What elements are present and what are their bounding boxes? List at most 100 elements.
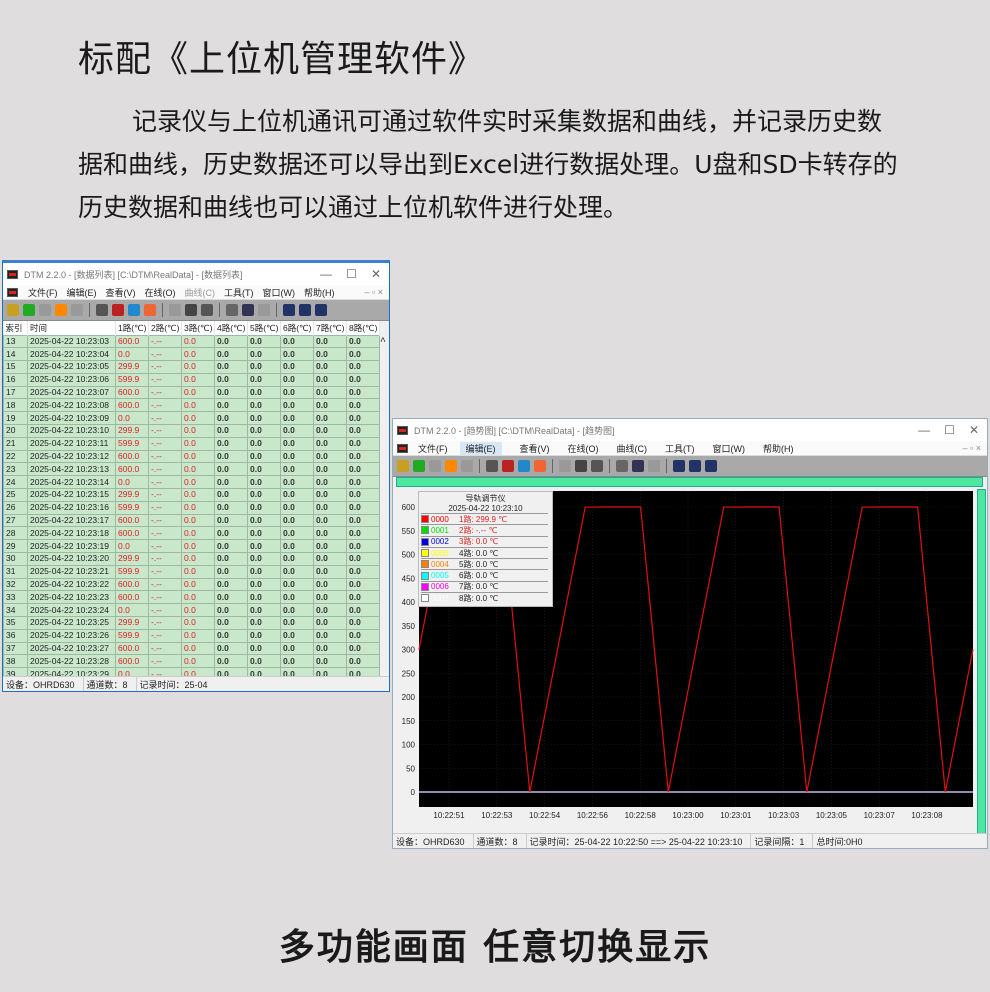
info-icon[interactable] <box>128 304 140 316</box>
search-icon[interactable] <box>242 304 254 316</box>
table-row[interactable]: 29 2025-04-22 10:23:19 0.0 -.-- 0.0 0.0 0.0 0.0… <box>3 539 380 554</box>
table-row[interactable]: 15 2025-04-22 10:23:05 299.9 -.-- 0.0 0.0 0.0 0… <box>3 360 380 374</box>
legend-item[interactable]: 0007 8路: 0.0 ℃ <box>421 592 548 603</box>
menu-item-0[interactable]: 文件(F) <box>28 287 58 298</box>
copy-icon[interactable] <box>226 304 238 316</box>
tile-vertical-icon[interactable] <box>315 304 327 316</box>
menu-item-7[interactable]: 帮助(H) <box>763 443 794 454</box>
column-header[interactable]: 2路(℃) <box>148 321 182 335</box>
open-folder-icon[interactable] <box>397 460 409 472</box>
minimize-icon[interactable]: — <box>320 267 333 281</box>
table-row[interactable]: 38 2025-04-22 10:23:28 600.0 -.-- 0.0 0.0 0.0 0… <box>3 654 380 669</box>
sum-icon[interactable] <box>112 304 124 316</box>
column-header[interactable]: 3路(℃) <box>181 321 215 335</box>
menu-item-4[interactable]: 曲线(C) <box>616 443 648 454</box>
horizontal-scrollbar[interactable] <box>396 477 983 487</box>
table-row[interactable]: 31 2025-04-22 10:23:21 599.9 -.-- 0.0 0.0 0.0 0… <box>3 564 380 579</box>
legend-item[interactable]: 0001 2路: -.-- ℃ <box>421 524 548 535</box>
vertical-scrollbar[interactable] <box>977 489 986 834</box>
menu-item-1[interactable]: 编辑(E) <box>66 287 97 298</box>
table-icon[interactable] <box>96 304 108 316</box>
table-row[interactable]: 17 2025-04-22 10:23:07 600.0 -.-- 0.0 0.0 0.0 0… <box>3 385 380 400</box>
record-icon[interactable] <box>55 304 67 316</box>
column-header[interactable]: 4路(℃) <box>214 321 248 335</box>
table-row[interactable]: 28 2025-04-22 10:23:18 600.0 -.-- 0.0 0.0 0.0 0… <box>3 526 380 541</box>
open-folder-icon[interactable] <box>7 304 19 316</box>
table-row[interactable]: 20 2025-04-22 10:23:10 299.9 -.-- 0.0 0.0 0.0 0… <box>3 424 380 438</box>
menu-item-5[interactable]: 工具(T) <box>224 287 254 298</box>
zoom-icon[interactable] <box>648 460 660 472</box>
menu-item-7[interactable]: 帮助(H) <box>304 287 335 298</box>
print-preview-icon[interactable] <box>559 460 571 472</box>
mdi-controls[interactable]: – ▫ × <box>962 443 981 453</box>
scroll-up-arrow[interactable]: ˄ <box>380 335 386 346</box>
table-row[interactable]: 34 2025-04-22 10:23:24 0.0 -.-- 0.0 0.0 0.0 0.0… <box>3 603 380 618</box>
column-header[interactable]: 索引 <box>3 321 28 335</box>
column-header[interactable]: 7路(℃) <box>313 321 347 335</box>
zoom-icon[interactable] <box>258 304 270 316</box>
menu-item-6[interactable]: 窗口(W) <box>712 443 746 454</box>
table-row[interactable]: 33 2025-04-22 10:23:23 600.0 -.-- 0.0 0.0 0.0 0… <box>3 590 380 605</box>
table-row[interactable]: 37 2025-04-22 10:23:27 600.0 -.-- 0.0 0.0 0.0 0… <box>3 641 380 656</box>
table-row[interactable]: 22 2025-04-22 10:23:12 600.0 -.-- 0.0 0.0 0.0 0… <box>3 449 380 464</box>
legend-item[interactable]: 0003 4路: 0.0 ℃ <box>421 546 548 558</box>
info-icon[interactable] <box>518 460 530 472</box>
legend-item[interactable]: 0005 6路: 0.0 ℃ <box>421 569 548 580</box>
menu-item-6[interactable]: 窗口(W) <box>262 287 296 298</box>
menu-item-4[interactable]: 曲线(C) <box>184 287 216 298</box>
menu-item-2[interactable]: 查看(V) <box>105 287 136 298</box>
tile-vertical-icon[interactable] <box>705 460 717 472</box>
table-row[interactable]: 27 2025-04-22 10:23:17 600.0 -.-- 0.0 0.0 0.0 0… <box>3 513 380 528</box>
stop-icon[interactable] <box>71 304 83 316</box>
print-preview-icon[interactable] <box>169 304 181 316</box>
preview-icon[interactable] <box>201 304 213 316</box>
close-icon[interactable]: ✕ <box>370 267 381 281</box>
table-icon[interactable] <box>486 460 498 472</box>
maximize-icon[interactable]: ☐ <box>944 423 955 437</box>
connect-icon[interactable] <box>429 460 441 472</box>
minimize-icon[interactable]: — <box>918 423 931 437</box>
menu-item-1[interactable]: 编辑(E) <box>459 441 502 455</box>
legend-item[interactable]: 0004 5路: 0.0 ℃ <box>421 558 548 569</box>
cascade-icon[interactable] <box>283 304 295 316</box>
legend-item[interactable]: 0000 1路: 299.9 ℃ <box>421 513 548 524</box>
table-row[interactable]: 25 2025-04-22 10:23:15 299.9 -.-- 0.0 0.0 0.0 0… <box>3 488 380 502</box>
table-row[interactable]: 32 2025-04-22 10:23:22 600.0 -.-- 0.0 0.0 0.0 0… <box>3 577 380 592</box>
menu-item-5[interactable]: 工具(T) <box>665 443 695 454</box>
table-row[interactable]: 18 2025-04-22 10:23:08 600.0 -.-- 0.0 0.0 0.0 0… <box>3 398 380 413</box>
column-header[interactable]: 时间 <box>27 321 116 335</box>
sum-icon[interactable] <box>502 460 514 472</box>
preview-icon[interactable] <box>591 460 603 472</box>
table-row[interactable]: 26 2025-04-22 10:23:16 599.9 -.-- 0.0 0.0 0.0 0… <box>3 500 380 515</box>
close-icon[interactable]: ✕ <box>968 423 979 437</box>
menu-item-3[interactable]: 在线(O) <box>144 287 176 298</box>
menu-item-2[interactable]: 查看(V) <box>519 443 550 454</box>
table-row[interactable]: 13 2025-04-22 10:23:03 600.0 -.-- 0.0 0.0 0.0 0… <box>3 334 380 349</box>
column-header[interactable]: 8路(℃) <box>346 321 380 335</box>
record-icon[interactable] <box>445 460 457 472</box>
tile-horizontal-icon[interactable] <box>299 304 311 316</box>
copy-icon[interactable] <box>616 460 628 472</box>
table-row[interactable]: 36 2025-04-22 10:23:26 599.9 -.-- 0.0 0.0 0.0 0… <box>3 628 380 643</box>
menu-item-0[interactable]: 文件(F) <box>418 443 448 454</box>
chart-icon[interactable] <box>23 304 35 316</box>
stop-icon[interactable] <box>461 460 473 472</box>
menu-item-3[interactable]: 在线(O) <box>567 443 599 454</box>
table-row[interactable]: 14 2025-04-22 10:23:04 0.0 -.-- 0.0 0.0 0.0 0.0… <box>3 347 380 362</box>
legend-item[interactable]: 0002 3路: 0.0 ℃ <box>421 535 548 547</box>
legend-item[interactable]: 0006 7路: 0.0 ℃ <box>421 580 548 592</box>
column-header[interactable]: 5路(℃) <box>247 321 281 335</box>
table-row[interactable]: 30 2025-04-22 10:23:20 299.9 -.-- 0.0 0.0 0.0 0… <box>3 552 380 566</box>
print-icon[interactable] <box>575 460 587 472</box>
pie-icon[interactable] <box>144 304 156 316</box>
connect-icon[interactable] <box>39 304 51 316</box>
table-row[interactable]: 23 2025-04-22 10:23:13 600.0 -.-- 0.0 0.0 0.0 0… <box>3 462 380 477</box>
table-row[interactable]: 19 2025-04-22 10:23:09 0.0 -.-- 0.0 0.0 0.0 0.0… <box>3 411 380 426</box>
table-row[interactable]: 35 2025-04-22 10:23:25 299.9 -.-- 0.0 0.0 0.0 0… <box>3 616 380 630</box>
print-icon[interactable] <box>185 304 197 316</box>
pie-icon[interactable] <box>534 460 546 472</box>
table-row[interactable]: 16 2025-04-22 10:23:06 599.9 -.-- 0.0 0.0 0.0 0… <box>3 372 380 387</box>
column-header[interactable]: 6路(℃) <box>280 321 314 335</box>
tile-horizontal-icon[interactable] <box>689 460 701 472</box>
cascade-icon[interactable] <box>673 460 685 472</box>
